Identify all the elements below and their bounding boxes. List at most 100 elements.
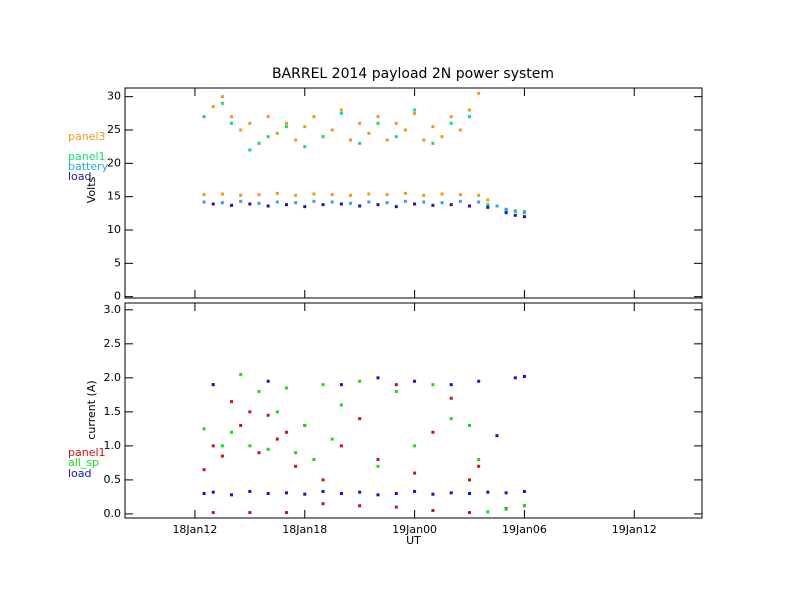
point [202,200,206,204]
x-tick-label: 18Jan18 [282,523,327,536]
legend-entry: panel1 [68,446,106,459]
point [449,491,453,495]
point [321,203,325,207]
legend-entry: panel3 [68,130,106,143]
point [349,201,353,205]
point [431,430,435,434]
point [239,193,243,197]
point [394,205,398,209]
legend-entry: all_sp [68,456,99,469]
point [202,427,206,431]
point [220,201,224,205]
point [358,204,362,208]
point [403,128,407,132]
point [321,502,325,506]
point [403,199,407,203]
point [202,115,206,119]
point [358,141,362,145]
point [321,135,325,139]
point [284,203,288,207]
point [495,434,499,438]
point [312,192,316,196]
point [303,423,307,427]
point [266,115,270,119]
y-tick-label: 25 [107,123,121,136]
point [266,413,270,417]
legend-entry: load [68,467,92,480]
point [330,200,334,204]
point [376,121,380,125]
x-tick-label: 18Jan12 [172,523,217,536]
point [284,121,288,125]
point [275,200,279,204]
point [468,478,472,482]
y-tick-label: 0.0 [104,507,122,520]
point [440,135,444,139]
point [468,115,472,119]
point [266,447,270,451]
point [468,108,472,112]
point [275,131,279,135]
point [284,386,288,390]
point [367,192,371,196]
point [403,191,407,195]
point [440,201,444,205]
point [211,383,215,387]
point [413,444,417,448]
point [321,489,325,493]
point [339,492,343,496]
point [413,202,417,206]
y-tick-label: 30 [107,90,121,103]
point [486,490,490,494]
point [211,105,215,109]
point [358,504,362,508]
point [394,505,398,509]
point [312,199,316,203]
point [248,121,252,125]
point [522,215,526,219]
point [230,115,234,119]
y-tick-label: 0 [114,290,121,303]
point [449,121,453,125]
point [385,201,389,205]
point [376,464,380,468]
plot-frame [124,302,703,519]
point [220,444,224,448]
point [211,202,215,206]
point [504,211,508,215]
point [330,193,334,197]
point [468,204,472,208]
point [303,145,307,149]
point [413,471,417,475]
point [477,200,481,204]
point [477,457,481,461]
point [303,492,307,496]
point [477,91,481,95]
point [266,492,270,496]
point [449,417,453,421]
point [358,379,362,383]
point [294,451,298,455]
point [486,203,490,207]
point [422,193,426,197]
point [385,193,389,197]
point [339,444,343,448]
point [230,493,234,497]
point [431,509,435,513]
x-tick-label: 19Jan00 [392,523,437,536]
point [339,108,343,112]
point [230,430,234,434]
point [468,511,472,515]
point [330,128,334,132]
y-axis-label: current (A) [85,380,98,439]
point [431,203,435,207]
point [239,423,243,427]
y-tick-label: 1.5 [104,405,122,418]
point [257,201,261,205]
point [477,464,481,468]
point [220,192,224,196]
point [458,128,462,132]
point [504,491,508,495]
y-tick-label: 15 [107,190,121,203]
y-axis-label: Volts [85,176,98,203]
